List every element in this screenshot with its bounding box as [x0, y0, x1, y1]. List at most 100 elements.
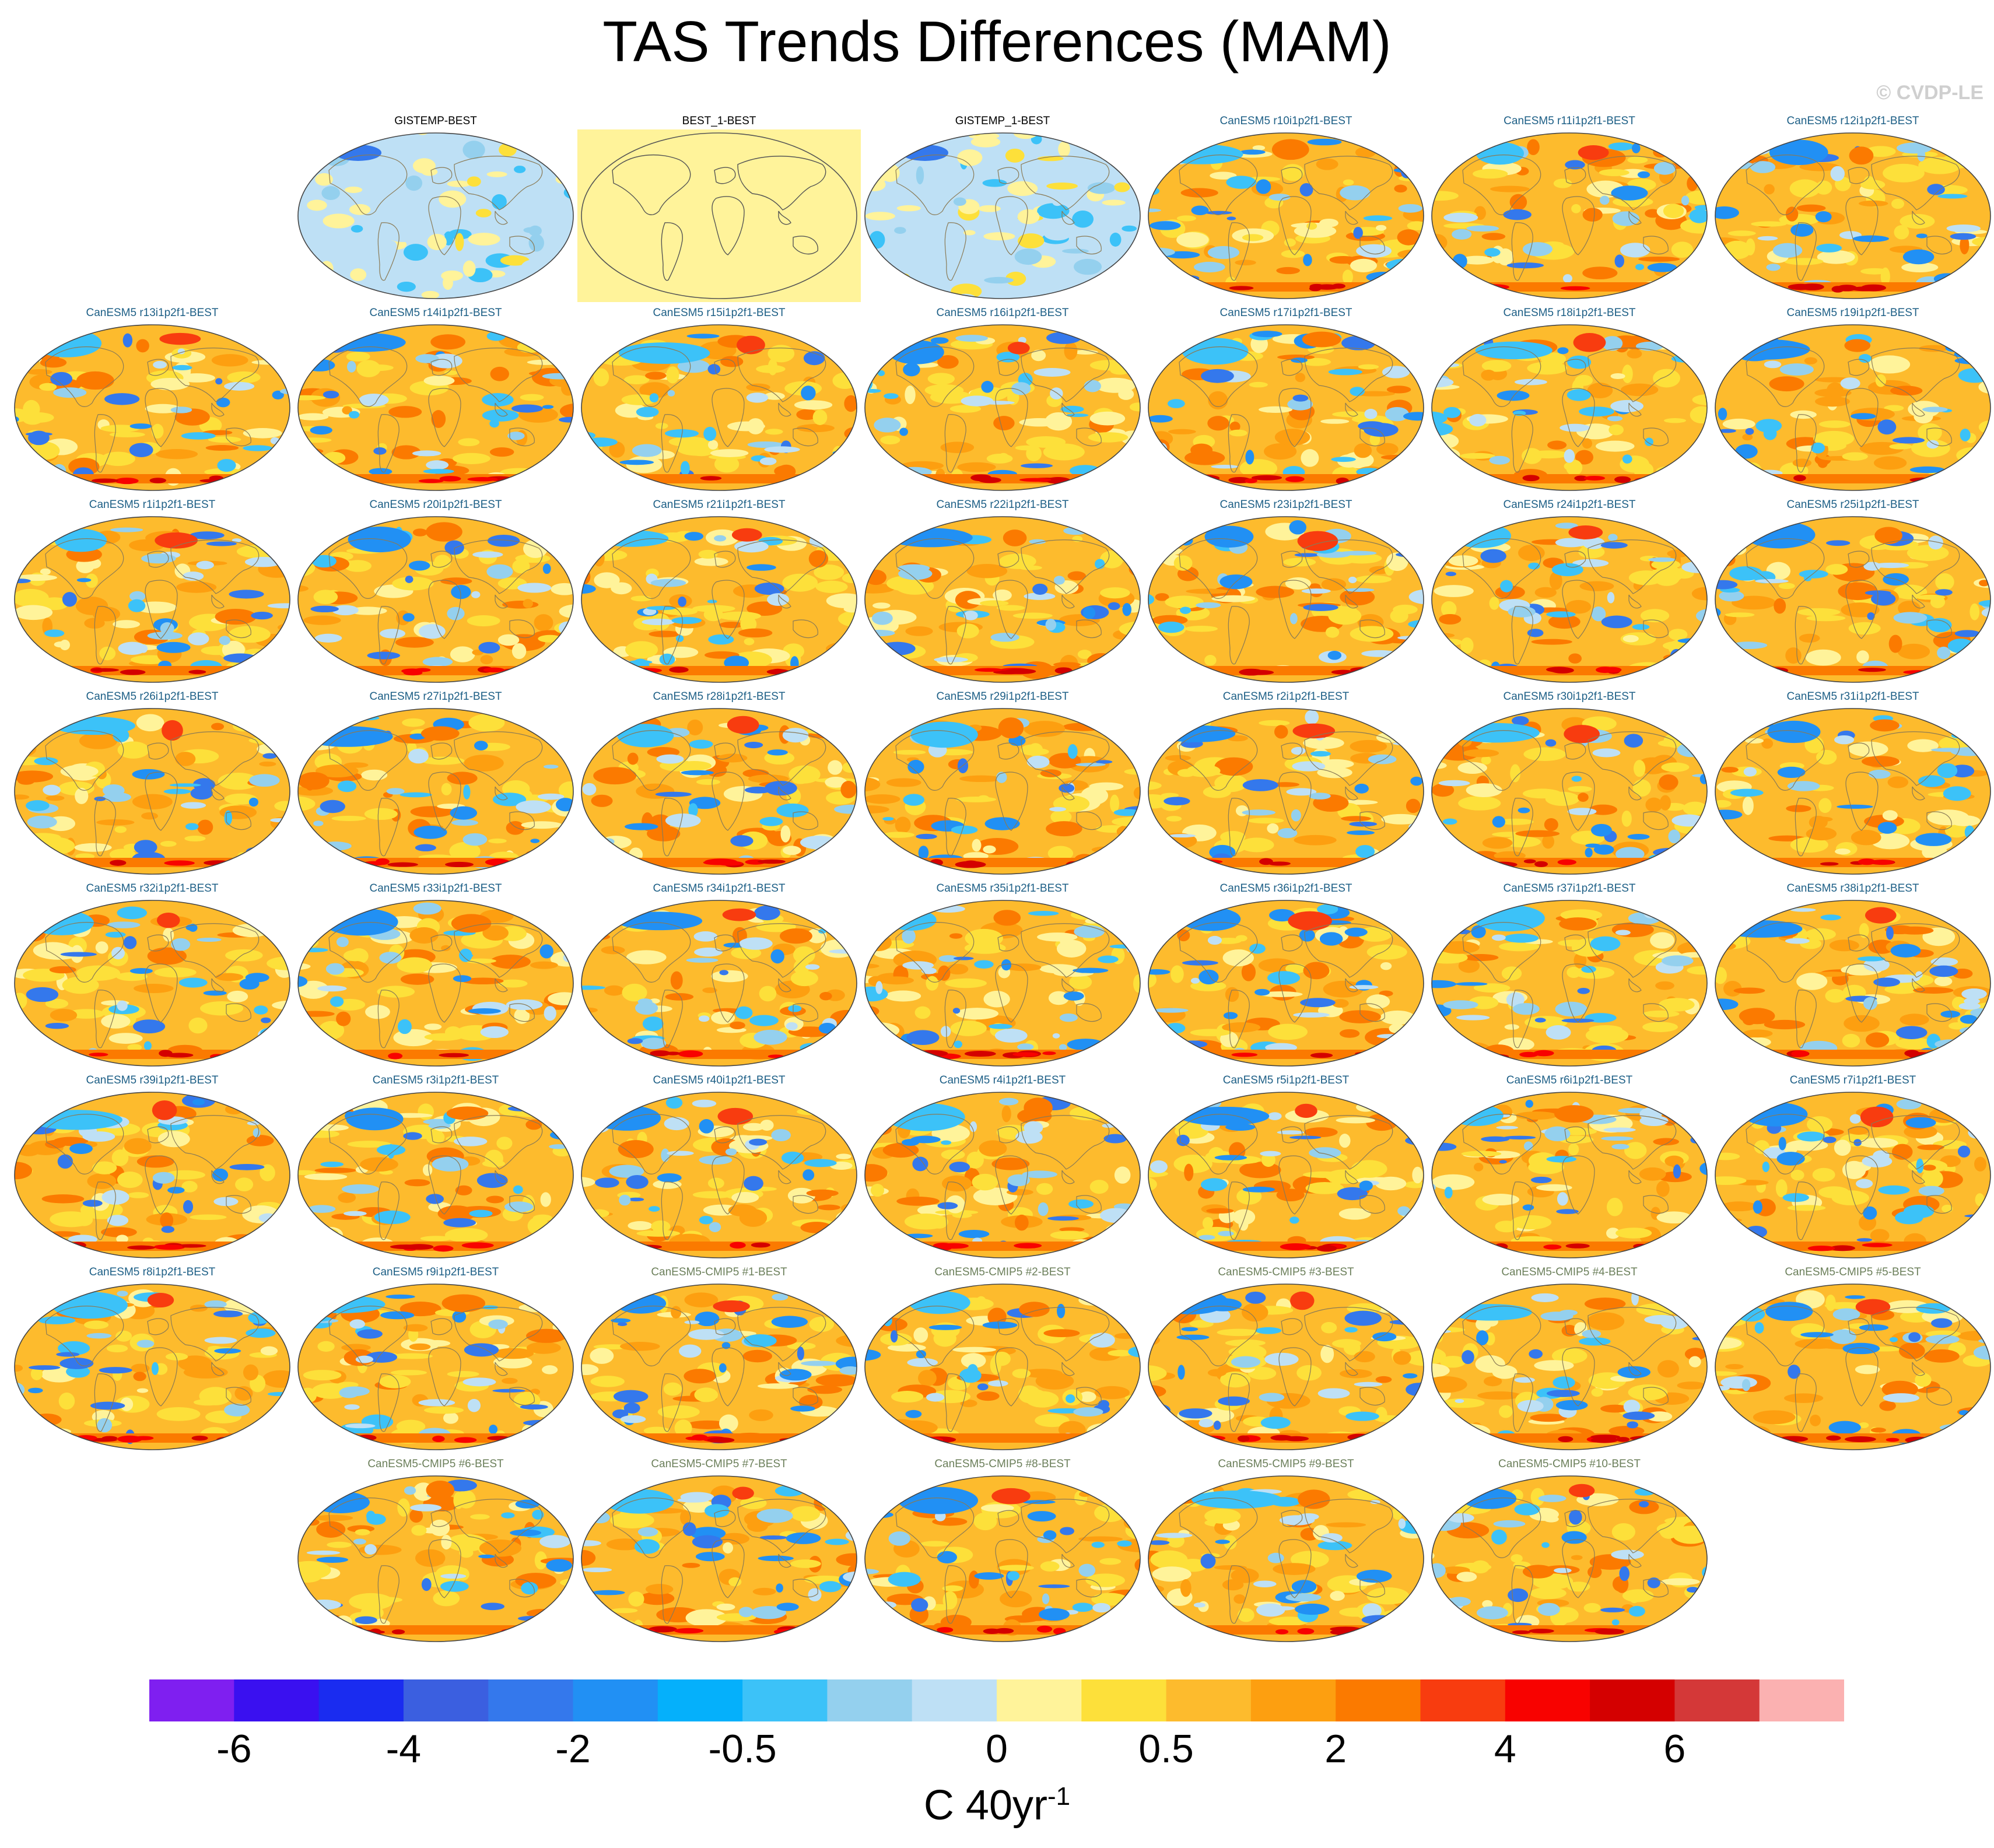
- anomaly-blob: [1292, 394, 1309, 402]
- anomaly-blob: [1303, 604, 1338, 611]
- anomaly-blob: [627, 752, 639, 765]
- anomaly-blob: [916, 1350, 927, 1359]
- anomaly-blob: [280, 388, 290, 395]
- world-map: [1431, 900, 1708, 1067]
- anomaly-blob: [1699, 1162, 1707, 1176]
- anomaly-blob: [116, 972, 148, 981]
- anomaly-blob: [1748, 669, 1774, 676]
- anomaly-blob: [780, 825, 791, 843]
- map-panel: CanESM5 r24i1p2f1-BEST: [1428, 498, 1711, 689]
- anomaly-blob: [521, 821, 563, 829]
- anomaly-blob: [79, 732, 118, 749]
- anomaly-blob: [1001, 959, 1012, 971]
- anomaly-blob: [719, 622, 744, 629]
- anomaly-blob: [1348, 576, 1357, 584]
- continent-outline: [778, 594, 791, 609]
- anomaly-blob: [807, 476, 836, 481]
- continent-outline: [1871, 1115, 1960, 1170]
- world-map: [1148, 516, 1424, 683]
- anomaly-blob: [1045, 619, 1057, 631]
- anomaly-blob: [1432, 279, 1449, 288]
- anomaly-blob: [1979, 580, 1989, 587]
- anomaly-blob: [1179, 1408, 1212, 1419]
- anomaly-blob: [1451, 734, 1460, 742]
- anomaly-blob: [1406, 658, 1424, 669]
- anomaly-blob: [298, 1011, 335, 1017]
- anomaly-blob: [972, 1173, 998, 1191]
- anomaly-blob: [241, 667, 269, 674]
- anomaly-blob: [1590, 936, 1621, 952]
- anomaly-blob: [1653, 369, 1680, 388]
- anomaly-blob: [1555, 538, 1588, 548]
- globe-outline: [581, 132, 857, 299]
- anomaly-blob: [345, 1423, 376, 1429]
- anomaly-blob: [190, 531, 225, 539]
- continent-outline: [1912, 786, 1925, 801]
- anomaly-blob: [1375, 1376, 1392, 1383]
- anomaly-blob: [1807, 1245, 1835, 1251]
- anomaly-blob: [1148, 972, 1157, 988]
- anomaly-blob: [1745, 427, 1754, 435]
- world-map: [864, 708, 1141, 875]
- continent-outline: [495, 1362, 508, 1376]
- continent-outline: [1179, 1306, 1258, 1366]
- panel-title: CanESM5 r10i1p2f1-BEST: [1219, 115, 1352, 127]
- anomaly-blob: [1336, 1117, 1375, 1124]
- anomaly-blob: [1289, 1135, 1322, 1139]
- continent-outline: [495, 211, 508, 225]
- continent-outline: [377, 1373, 399, 1432]
- anomaly-blob: [313, 133, 340, 135]
- anomaly-blob: [1205, 211, 1232, 215]
- anomaly-blob: [421, 290, 440, 299]
- anomaly-blob: [262, 753, 277, 759]
- globe-outline: [297, 516, 574, 683]
- field: [298, 1284, 573, 1450]
- anomaly-blob: [1907, 739, 1939, 752]
- anomaly-blob: [1815, 396, 1850, 407]
- anomaly-blob: [1650, 932, 1675, 949]
- anomaly-blob: [134, 1436, 154, 1440]
- anomaly-blob: [316, 1228, 339, 1239]
- anomaly-blob: [1603, 1127, 1636, 1132]
- anomaly-blob: [391, 1353, 433, 1359]
- anomaly-blob: [1390, 285, 1413, 290]
- anomaly-blob: [952, 1346, 997, 1353]
- anomaly-blob: [1289, 520, 1306, 535]
- anomaly-blob: [441, 1294, 486, 1313]
- anomaly-blob: [1508, 606, 1536, 618]
- anomaly-blob: [730, 835, 754, 847]
- anomaly-blob: [1028, 743, 1043, 758]
- anomaly-blob: [141, 812, 158, 820]
- anomaly-blob: [1659, 774, 1678, 790]
- anomaly-blob: [183, 571, 204, 581]
- anomaly-blob: [1736, 669, 1758, 674]
- globe-outline: [864, 324, 1141, 491]
- anomaly-blob: [1730, 162, 1754, 169]
- anomaly-blob: [1627, 1421, 1638, 1429]
- anomaly-blob: [805, 728, 843, 735]
- anomaly-blob: [397, 957, 432, 973]
- continent-outline: [1359, 1003, 1385, 1022]
- map-panel: CanESM5 r3i1p2f1-BEST: [294, 1074, 577, 1265]
- map-panel: CanESM5 r25i1p2f1-BEST: [1711, 498, 1994, 689]
- anomaly-blob: [905, 1409, 922, 1418]
- anomaly-blob: [1432, 243, 1439, 253]
- anomaly-blob: [1546, 611, 1576, 618]
- continent-outline: [712, 1155, 745, 1215]
- anomaly-blob: [759, 986, 777, 1002]
- anomaly-blob: [998, 717, 1024, 739]
- anomaly-blob: [1681, 916, 1707, 922]
- anomaly-blob: [1114, 182, 1130, 192]
- anomaly-blob: [1354, 783, 1369, 794]
- anomaly-blob: [865, 1306, 887, 1321]
- anomaly-blob: [1528, 1152, 1557, 1170]
- world-map: [581, 1092, 857, 1258]
- anomaly-blob: [1310, 751, 1331, 757]
- anomaly-blob: [405, 175, 423, 191]
- anomaly-blob: [1471, 925, 1486, 938]
- anomaly-blob: [151, 1362, 159, 1376]
- anomaly-blob: [1959, 1026, 1985, 1035]
- continent-outline: [995, 388, 1028, 447]
- anomaly-blob: [993, 589, 1012, 601]
- globe-outline: [1431, 1092, 1708, 1258]
